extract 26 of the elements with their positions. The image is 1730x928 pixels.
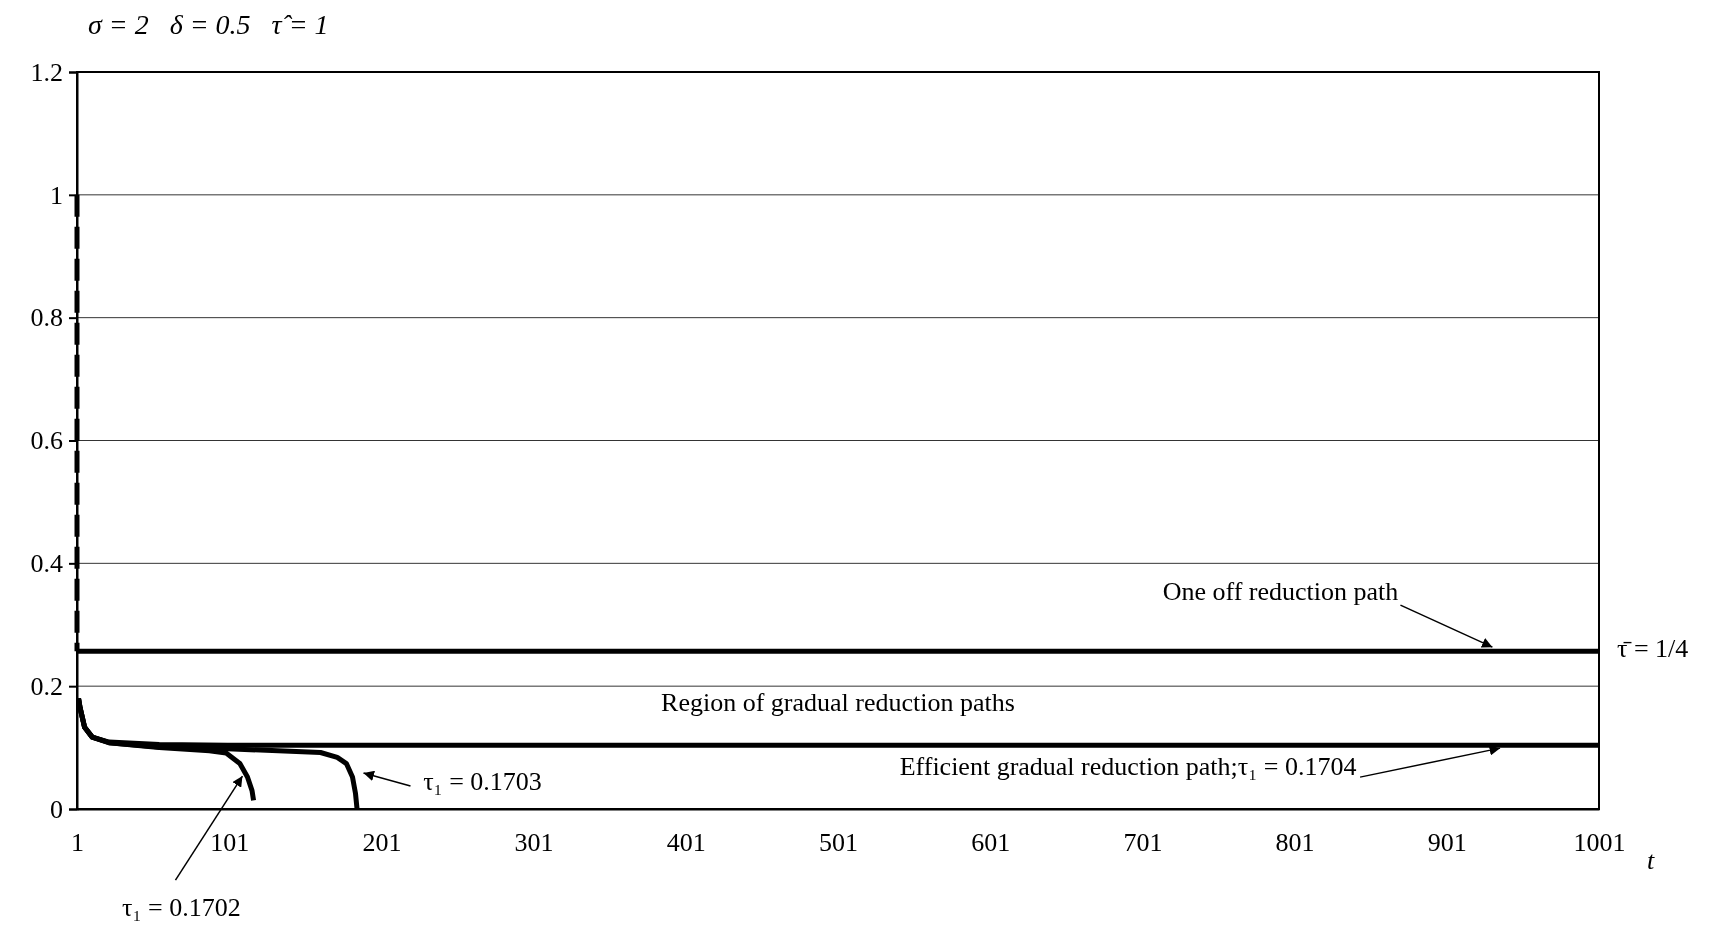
y-tick-label: 0.6 bbox=[30, 426, 63, 456]
y-tick-label: 0 bbox=[50, 794, 63, 824]
annotation: τ₁ = 0.1703 bbox=[423, 767, 542, 797]
y-tick-label: 0.4 bbox=[30, 549, 63, 579]
y-tick-label: 1 bbox=[50, 180, 63, 210]
x-tick-label: 101 bbox=[210, 828, 250, 858]
x-tick-label: 1001 bbox=[1573, 828, 1626, 858]
annotation: One off reduction path bbox=[1162, 577, 1399, 607]
y-tick-label: 0.8 bbox=[30, 303, 63, 333]
y-tick-label: 1.2 bbox=[30, 57, 63, 87]
x-tick-label: 801 bbox=[1275, 828, 1315, 858]
annotation: Efficient gradual reduction path;τ₁ = 0.1704 bbox=[899, 752, 1357, 782]
annotation: τ₁ = 0.1702 bbox=[122, 893, 241, 923]
x-tick-label: 1 bbox=[71, 828, 84, 858]
x-tick-label: 601 bbox=[971, 828, 1011, 858]
y-tick-label: 0.2 bbox=[30, 671, 63, 701]
annotation: Region of gradual reduction paths bbox=[661, 687, 1015, 717]
x-tick-label: 901 bbox=[1427, 828, 1467, 858]
chart-title: σ = 2 δ = 0.5 τ̂ = 1 bbox=[88, 9, 329, 40]
x-tick-label: 501 bbox=[819, 828, 858, 858]
x-tick-label: 401 bbox=[666, 828, 706, 858]
x-tick-label: 301 bbox=[514, 828, 554, 858]
annotation: τ̄ = 1/4 bbox=[1617, 634, 1689, 664]
x-tick-label: 201 bbox=[362, 828, 402, 858]
x-tick-label: 701 bbox=[1123, 828, 1163, 858]
x-axis-title: t bbox=[1647, 846, 1655, 875]
